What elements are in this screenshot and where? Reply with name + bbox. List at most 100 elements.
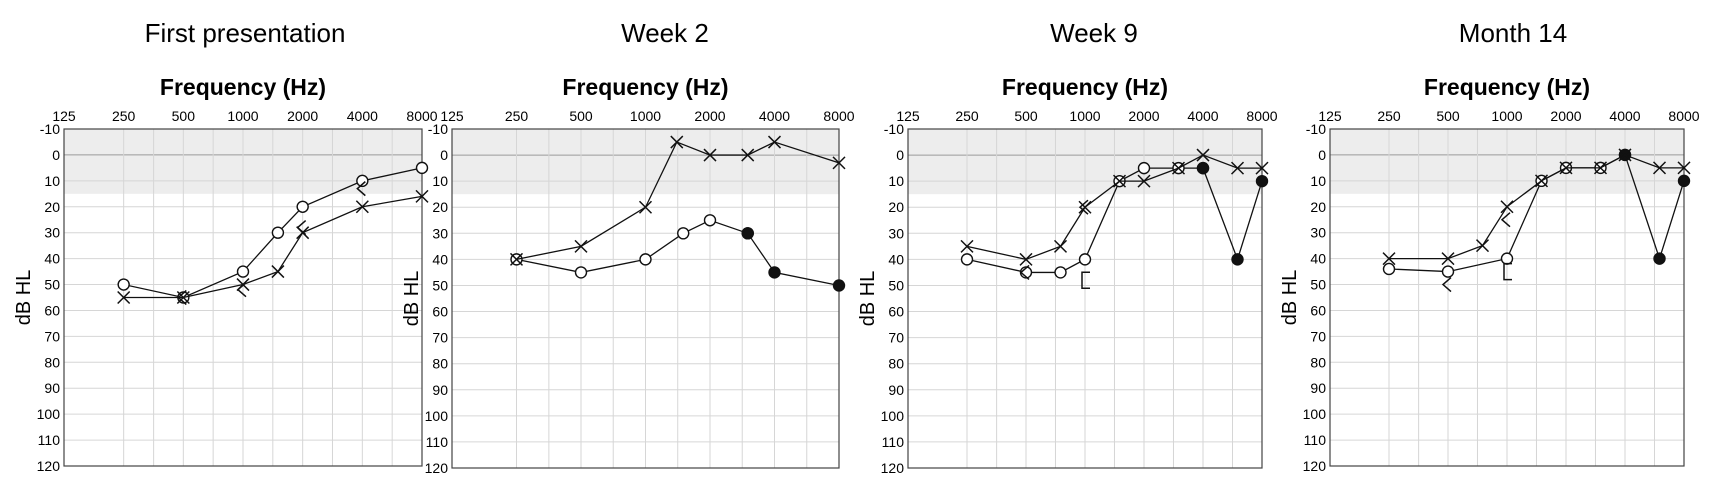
- y-tick-label: 50: [1310, 277, 1326, 293]
- x-tick-label: 4000: [1187, 108, 1218, 124]
- x-axis-title: Frequency (Hz): [160, 74, 326, 100]
- y-tick-label: 50: [44, 277, 60, 293]
- air-conduction-right-marker: [639, 253, 652, 266]
- no-response-marker: [1653, 252, 1666, 265]
- air-conduction-right-marker: [677, 227, 690, 240]
- y-tick-label: 20: [44, 199, 60, 215]
- x-tick-label: 4000: [1609, 108, 1640, 124]
- x-tick-label: 4000: [759, 108, 790, 124]
- x-tick-label: 4000: [347, 108, 378, 124]
- x-tick-label: 8000: [823, 108, 854, 124]
- air-conduction-left-marker: [1618, 148, 1632, 162]
- y-tick-label: 10: [44, 173, 60, 189]
- air-conduction-left-marker: [509, 252, 524, 266]
- x-tick-label: 2000: [694, 108, 725, 124]
- x-tick-label: 500: [1014, 108, 1038, 124]
- no-response-marker: [741, 227, 754, 240]
- x-tick-label: 1000: [227, 108, 258, 124]
- y-tick-label: 0: [440, 147, 448, 163]
- air-conduction-left-marker: [1441, 252, 1455, 266]
- y-tick-label: 90: [888, 382, 904, 398]
- air-conduction-left-marker: [703, 148, 717, 162]
- masked-bone-conduction-marker: [1503, 262, 1512, 281]
- x-tick-label: 125: [440, 108, 464, 124]
- air-conduction-left-marker: [1534, 174, 1549, 188]
- y-tick-label: 70: [888, 330, 904, 346]
- x-tick-label: 250: [955, 108, 979, 124]
- air-conduction-left-marker: [767, 135, 782, 149]
- panel-title: Week 9: [1050, 18, 1138, 48]
- no-response-marker: [1231, 253, 1244, 266]
- y-tick-label: 120: [1303, 458, 1327, 474]
- x-tick-label: 2000: [1128, 108, 1159, 124]
- y-tick-label: 20: [888, 199, 904, 215]
- x-tick-label: 8000: [1246, 108, 1277, 124]
- y-tick-label: 90: [44, 380, 60, 396]
- air-conduction-left-marker: [1500, 200, 1514, 214]
- x-tick-label: 1000: [1069, 108, 1100, 124]
- y-tick-label: 70: [44, 328, 60, 344]
- y-tick-label: 50: [888, 277, 904, 293]
- air-conduction-left-marker: [1593, 161, 1608, 175]
- air-conduction-left-marker: [415, 189, 429, 203]
- y-tick-label: -10: [884, 121, 904, 137]
- y-axis-title: dB HL: [857, 271, 879, 327]
- audiogram-panel: Week 9 Frequency (Hz) dB HL 125 250 500 1000 20…: [857, 18, 1278, 476]
- bone-conduction-marker: [296, 219, 307, 236]
- y-tick-label: -10: [428, 121, 448, 137]
- y-tick-label: 20: [432, 199, 448, 215]
- y-axis-title: dB HL: [13, 270, 35, 326]
- plot-frame: [907, 128, 1263, 469]
- x-tick-label: 500: [569, 108, 593, 124]
- series-line: [516, 219, 748, 274]
- y-tick-label: 10: [432, 173, 448, 189]
- y-tick-label: 100: [37, 406, 61, 422]
- panel-title: First presentation: [145, 18, 346, 48]
- air-conduction-left-marker: [1137, 174, 1151, 188]
- y-tick-label: 100: [425, 408, 449, 424]
- y-tick-label: 40: [44, 251, 60, 267]
- air-conduction-left-marker: [355, 200, 369, 214]
- air-conduction-left-marker: [1652, 161, 1667, 175]
- x-tick-label: 250: [1377, 108, 1401, 124]
- series-line: [966, 154, 1262, 261]
- bone-conduction-marker: [177, 289, 187, 306]
- x-tick-label: 2000: [287, 108, 318, 124]
- plot-frame: [1329, 128, 1685, 467]
- x-tick-label: 1000: [630, 108, 661, 124]
- y-tick-label: 110: [38, 432, 61, 448]
- x-tick-label: 8000: [406, 108, 437, 124]
- y-tick-label: 90: [1310, 380, 1326, 396]
- air-conduction-left-marker: [670, 135, 684, 149]
- y-tick-label: 30: [44, 225, 60, 241]
- x-axis-title: Frequency (Hz): [1002, 74, 1168, 100]
- air-conduction-left-marker: [1112, 174, 1127, 188]
- bone-conduction-marker: [1500, 212, 1511, 228]
- bone-conduction-marker: [1019, 264, 1030, 280]
- y-tick-label: 110: [1304, 432, 1327, 448]
- y-tick-label: 110: [882, 434, 905, 450]
- air-conduction-left-marker: [1382, 252, 1396, 266]
- air-conduction-right-marker: [703, 214, 717, 227]
- y-tick-label: 0: [1318, 147, 1326, 163]
- air-conduction-left-marker: [741, 148, 755, 162]
- air-conduction-left-marker: [1019, 252, 1033, 266]
- air-conduction-right-marker: [574, 266, 588, 279]
- air-conduction-left-marker: [1677, 161, 1691, 175]
- y-tick-label: 120: [425, 460, 449, 476]
- panel-title: Month 14: [1459, 18, 1567, 48]
- y-tick-label: 80: [1310, 354, 1326, 370]
- no-response-marker: [1255, 174, 1269, 188]
- x-tick-label: 125: [896, 108, 920, 124]
- y-tick-label: -10: [1306, 121, 1326, 137]
- y-tick-label: 20: [1310, 199, 1326, 215]
- air-conduction-left-marker: [1053, 239, 1068, 253]
- y-tick-label: 60: [1310, 302, 1326, 318]
- y-tick-label: 80: [888, 356, 904, 372]
- x-tick-label: 250: [505, 108, 529, 124]
- air-conduction-right-marker: [296, 200, 309, 213]
